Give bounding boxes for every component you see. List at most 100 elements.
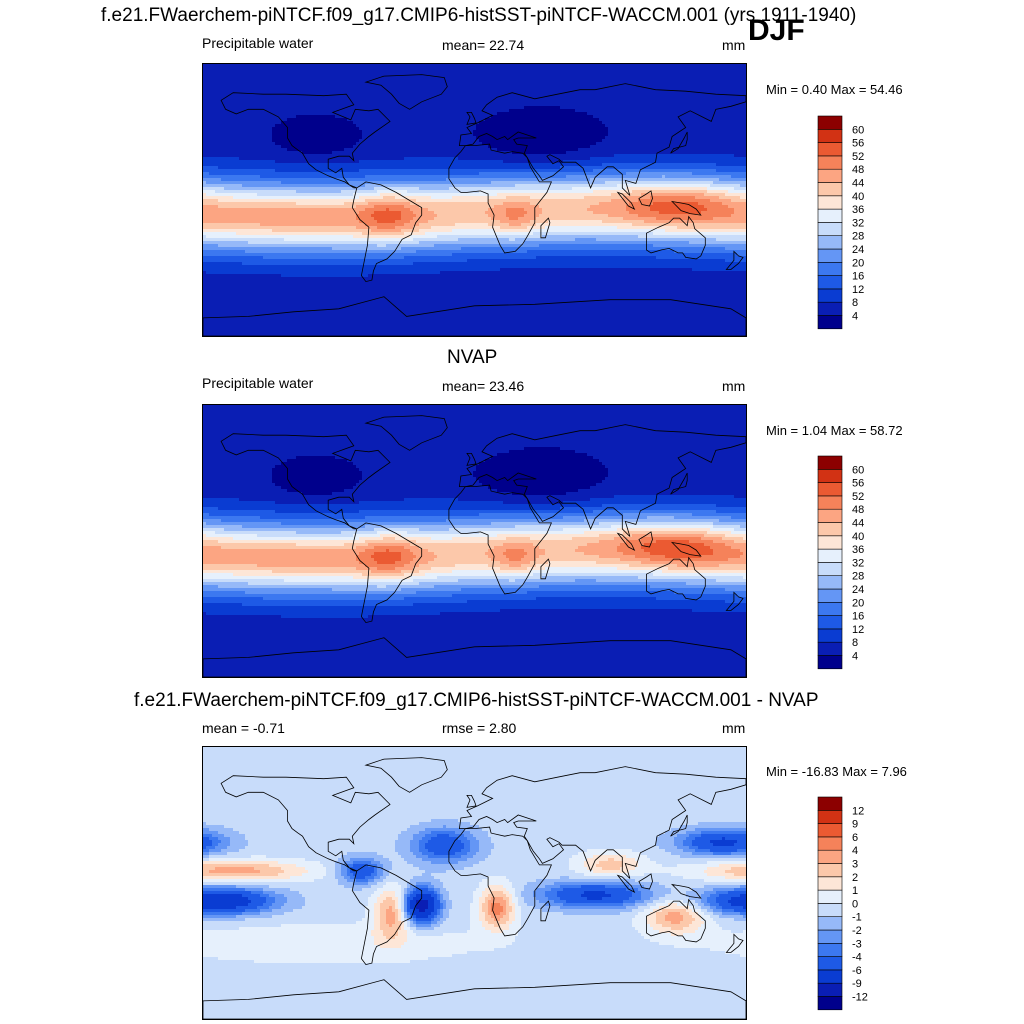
map-model-cell bbox=[437, 214, 488, 218]
map-model-cell bbox=[488, 208, 506, 212]
map-obs-cell bbox=[410, 561, 428, 565]
map-diff-cell bbox=[518, 897, 524, 901]
map-diff-cell bbox=[734, 888, 746, 892]
panel-diff-rmse: rmse = 2.80 bbox=[442, 720, 517, 736]
map-diff-cell bbox=[704, 903, 710, 907]
map-diff-cell bbox=[560, 885, 581, 889]
map-diff-cell bbox=[470, 843, 479, 847]
map-diff-cell bbox=[515, 918, 521, 922]
map-diff-cell bbox=[719, 924, 746, 928]
map-diff-cell bbox=[428, 849, 461, 853]
map-model-cell bbox=[203, 256, 263, 260]
map-model-cell bbox=[389, 208, 410, 212]
map-diff-cell bbox=[419, 849, 428, 853]
map-model-cell bbox=[632, 190, 707, 194]
map-diff-cell bbox=[725, 837, 746, 841]
map-model-cell bbox=[203, 70, 746, 74]
colorbar-diff-swatch bbox=[817, 836, 843, 851]
map-obs-coast-south-america bbox=[351, 522, 423, 624]
map-model-cell bbox=[203, 124, 275, 128]
colorbar-obs-swatch bbox=[817, 575, 843, 590]
map-model-cell bbox=[374, 217, 401, 221]
map-diff-cell bbox=[740, 912, 746, 916]
map-diff-cell bbox=[575, 870, 593, 874]
map-diff-cell bbox=[344, 861, 353, 865]
map-model-cell bbox=[203, 79, 746, 83]
map-diff-cell bbox=[239, 927, 374, 931]
map-obs-coast-australia bbox=[645, 556, 706, 601]
map-obs-cell bbox=[647, 516, 674, 520]
map-diff-cell bbox=[488, 855, 572, 859]
map-obs-cell bbox=[203, 540, 218, 544]
map-diff-cell bbox=[569, 858, 587, 862]
map-obs-cell bbox=[203, 663, 746, 667]
map-diff-cell bbox=[212, 834, 224, 838]
map-obs-cell bbox=[416, 540, 488, 544]
map-model-cell bbox=[416, 214, 437, 218]
colorbar-obs-tick-label: 12 bbox=[852, 624, 864, 636]
map-diff-cell bbox=[521, 921, 632, 925]
map-diff-cell bbox=[665, 894, 686, 898]
map-diff-cell bbox=[440, 909, 443, 913]
map-model-cell bbox=[695, 196, 719, 200]
map-model-cell bbox=[506, 214, 524, 218]
map-obs-cell bbox=[362, 477, 476, 481]
map-obs-cell bbox=[635, 555, 665, 559]
map-model-cell bbox=[203, 298, 746, 302]
map-model-cell bbox=[692, 172, 746, 176]
map-obs-cell bbox=[491, 558, 509, 562]
map-obs-cell bbox=[203, 417, 746, 421]
map-obs-cell bbox=[221, 519, 446, 523]
map-diff-cell bbox=[449, 915, 470, 919]
map-diff-cell bbox=[479, 843, 494, 847]
colorbar-diff-swatch bbox=[817, 889, 843, 904]
map-diff-cell bbox=[209, 828, 233, 832]
map-diff-cell bbox=[560, 897, 587, 901]
map-diff-cell bbox=[431, 921, 437, 925]
map-model-cell bbox=[731, 175, 746, 179]
map-diff-cell bbox=[722, 909, 734, 913]
map-model-cell bbox=[203, 211, 359, 215]
map-diff-cell bbox=[491, 930, 503, 934]
map-diff-cell bbox=[482, 924, 494, 928]
map-diff-cell bbox=[695, 828, 746, 832]
map-obs-cell bbox=[512, 492, 566, 496]
map-diff-coast-new-zealand bbox=[725, 933, 744, 953]
map-model-cell bbox=[296, 190, 341, 194]
map-model-cell bbox=[713, 217, 746, 221]
map-diff-cell bbox=[515, 939, 650, 943]
map-model-cell bbox=[356, 124, 476, 128]
map-diff-cell bbox=[347, 873, 353, 877]
map-diff-cell bbox=[485, 915, 491, 919]
map-diff-cell bbox=[374, 921, 380, 925]
colorbar-obs-swatch bbox=[817, 495, 843, 510]
map-model-cell bbox=[605, 136, 746, 140]
map-model-cell bbox=[641, 193, 704, 197]
map-diff-cell bbox=[725, 870, 746, 874]
map-diff-cell bbox=[203, 882, 338, 886]
map-model-cell bbox=[203, 64, 746, 68]
map-diff-cell bbox=[371, 933, 383, 937]
map-diff-cell bbox=[653, 927, 671, 931]
map-diff-cell bbox=[479, 849, 491, 853]
map-diff-cell bbox=[485, 897, 491, 901]
map-diff-cell bbox=[743, 906, 746, 910]
map-obs-cell bbox=[500, 567, 527, 571]
map-diff-cell bbox=[395, 900, 398, 904]
map-diff-cell bbox=[431, 882, 443, 886]
map-diff-cell bbox=[734, 873, 746, 877]
map-model-cell bbox=[593, 169, 716, 173]
map-diff-cell bbox=[641, 891, 653, 895]
map-obs-cell bbox=[203, 519, 221, 523]
map-obs-cell bbox=[725, 543, 746, 547]
map-model-cell bbox=[245, 250, 416, 254]
map-model-cell bbox=[500, 220, 530, 224]
map-diff-cell bbox=[203, 963, 746, 967]
map-obs-cell bbox=[650, 558, 728, 562]
map-obs-cell bbox=[599, 540, 626, 544]
map-diff-cell bbox=[203, 954, 452, 958]
map-model-cell bbox=[614, 154, 734, 158]
map-diff-cell bbox=[674, 843, 683, 847]
map-diff-cell bbox=[503, 885, 512, 889]
map-obs-cell bbox=[527, 552, 545, 556]
